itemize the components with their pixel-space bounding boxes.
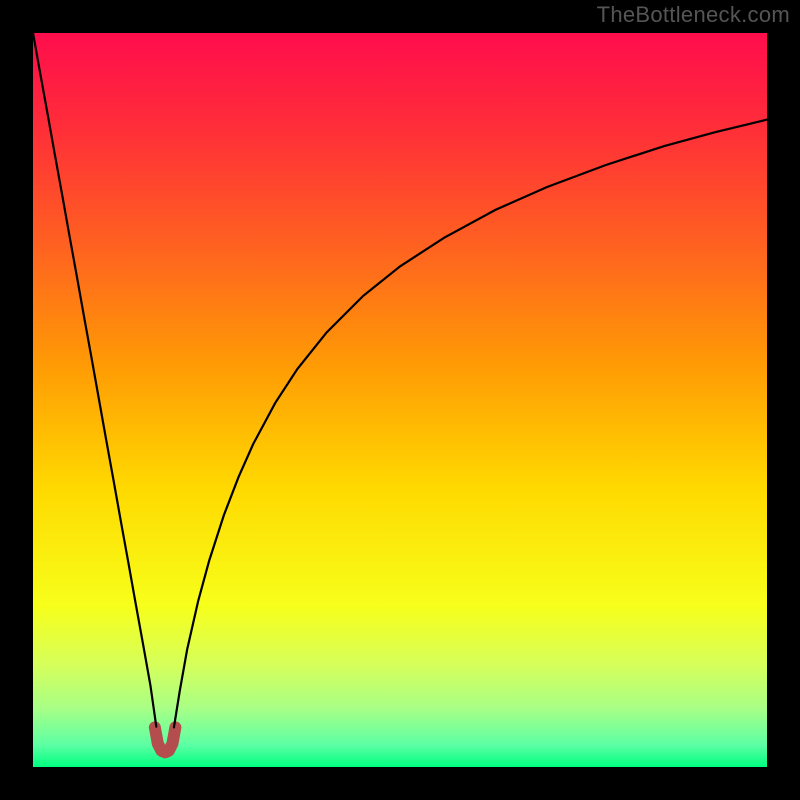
plot-area: [33, 33, 767, 767]
gradient-background: [33, 33, 767, 767]
watermark-text: TheBottleneck.com: [597, 2, 790, 28]
chart-frame: TheBottleneck.com: [0, 0, 800, 800]
